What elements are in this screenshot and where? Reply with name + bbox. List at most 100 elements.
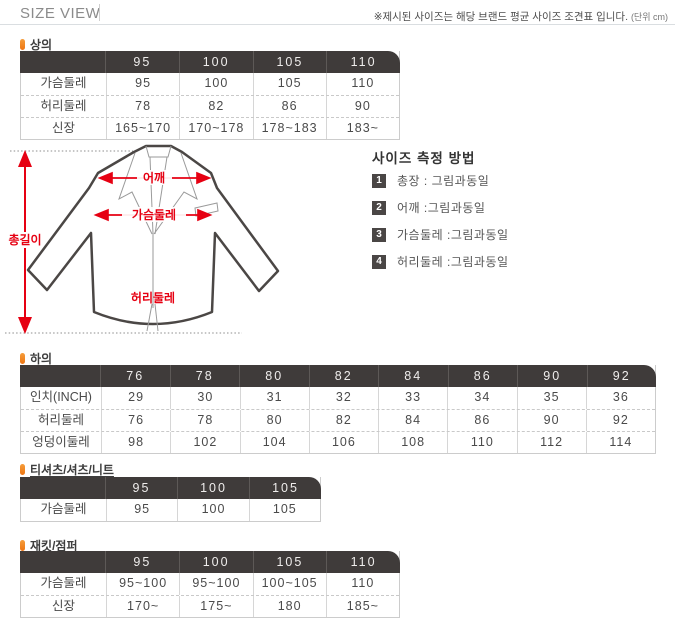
- column-header: 105: [252, 51, 327, 73]
- section-bottoms: 하의: [20, 350, 52, 367]
- cell: 86: [252, 96, 326, 117]
- cell: 110: [325, 573, 399, 595]
- cell: 95: [106, 73, 179, 95]
- cell: 36: [585, 387, 655, 409]
- cell: 78: [170, 410, 239, 431]
- row-label: 가슴둘레: [40, 576, 87, 590]
- cell: 106: [308, 432, 378, 453]
- cell: 90: [516, 410, 586, 431]
- row-label: 신장: [51, 121, 75, 135]
- column-header: 90: [517, 365, 587, 387]
- label-bg: [122, 207, 186, 222]
- guide-item-text: 총장 : 그림과동일: [397, 174, 490, 188]
- row-label: 인치(INCH): [30, 390, 92, 404]
- tshirts-size-table: 95 100 105 가슴둘레 95 100 105: [20, 477, 321, 522]
- cell: 95: [106, 499, 177, 521]
- cell: 86: [447, 410, 516, 431]
- cell: 110: [447, 432, 516, 453]
- cell: 95~100: [106, 573, 179, 595]
- table-row: 가슴둘레 95~100 95~100 100~105 110: [21, 573, 399, 595]
- row-label: 엉덩이둘레: [32, 435, 90, 449]
- column-header: 110: [326, 51, 400, 73]
- table-row: 신장 170~ 175~ 180 185~: [21, 595, 399, 617]
- step-4-badge: 4: [372, 254, 386, 269]
- section-tshirts-label: 티셔츠/셔츠/니트: [30, 463, 114, 477]
- cell: 178~183: [252, 118, 326, 139]
- cell: 114: [585, 432, 655, 453]
- table-header-row: 95 100 105: [20, 477, 321, 499]
- corner-cell: [20, 551, 105, 573]
- cell: 82: [308, 410, 378, 431]
- cell: 92: [585, 410, 655, 431]
- row-label: 가슴둘레: [40, 76, 87, 90]
- guide-item-text: 어깨 :그림과동일: [397, 201, 486, 215]
- cell: 105: [252, 73, 326, 95]
- column-header: 100: [178, 51, 253, 73]
- measure-guide: 사이즈 측정 방법 1 총장 : 그림과동일 2 어깨 :그림과동일 3 가슴둘…: [372, 147, 672, 275]
- column-header: 86: [447, 365, 518, 387]
- guide-item: 2 어깨 :그림과동일: [372, 194, 672, 221]
- column-header: 78: [169, 365, 240, 387]
- step-3-badge: 3: [372, 227, 386, 242]
- orange-bullet-icon: [20, 540, 25, 551]
- cell: 80: [239, 410, 309, 431]
- disclaimer-text: ※제시된 사이즈는 해당 브랜드 평균 사이즈 조견표 입니다.: [373, 11, 629, 23]
- column-header: 92: [586, 365, 657, 387]
- column-header: 82: [308, 365, 379, 387]
- cell: 170~178: [179, 118, 252, 139]
- table-row: 허리둘레 76 78 80 82 84 86 90 92: [21, 409, 655, 431]
- size-disclaimer: ※제시된 사이즈는 해당 브랜드 평균 사이즈 조견표 입니다. (단위 cm): [374, 9, 668, 24]
- table-header-row: 95 100 105 110: [20, 51, 400, 73]
- cell: 100~105: [252, 573, 326, 595]
- jacket-measurement-diagram: 총길이 어깨 가슴둘레 허리둘레: [5, 144, 280, 334]
- orange-bullet-icon: [20, 39, 25, 50]
- guide-item-text: 허리둘레 :그림과동일: [397, 255, 509, 269]
- jackets-size-table: 95 100 105 110 가슴둘레 95~100 95~100 100~105 110 신장 1…: [20, 551, 400, 618]
- waist-label: 허리둘레: [131, 290, 175, 305]
- unit-note: (단위 cm): [630, 12, 668, 22]
- page-title: SIZE VIEW: [20, 5, 101, 22]
- table-header-row: 95 100 105 110: [20, 551, 400, 573]
- cell: 33: [378, 387, 447, 409]
- column-header: 105: [252, 551, 327, 573]
- column-header: 95: [105, 51, 179, 73]
- cell: 104: [239, 432, 309, 453]
- corner-cell: [20, 477, 105, 499]
- cell: 105: [248, 499, 320, 521]
- bottoms-size-table: 76 78 80 82 84 86 90 92 인치(INCH) 29 30 31 32 33 34 35 36…: [20, 365, 656, 454]
- cell: 34: [447, 387, 516, 409]
- column-header: 110: [326, 551, 400, 573]
- corner-cell: [20, 365, 100, 387]
- section-tshirts: 티셔츠/셔츠/니트: [20, 461, 114, 478]
- column-header: 84: [378, 365, 448, 387]
- corner-cell: [20, 51, 105, 73]
- cell: 108: [378, 432, 447, 453]
- cell: 32: [308, 387, 378, 409]
- table-row: 인치(INCH) 29 30 31 32 33 34 35 36: [21, 387, 655, 409]
- cell: 175~: [179, 596, 252, 617]
- table-row: 가슴둘레 95 100 105 110: [21, 73, 399, 95]
- section-tops-label: 상의: [30, 38, 53, 52]
- cell: 183~: [325, 118, 399, 139]
- cell: 30: [170, 387, 239, 409]
- header-rule: [0, 24, 675, 25]
- cell: 76: [101, 410, 170, 431]
- chest-label: 가슴둘레: [132, 207, 176, 222]
- guide-item: 1 총장 : 그림과동일: [372, 167, 672, 194]
- section-bottoms-label: 하의: [30, 352, 53, 366]
- column-header: 95: [105, 551, 179, 573]
- cell: 102: [170, 432, 239, 453]
- label-bg: [137, 170, 172, 185]
- column-header: 76: [100, 365, 170, 387]
- cell: 112: [516, 432, 586, 453]
- row-label: 허리둘레: [37, 413, 84, 427]
- cell: 110: [325, 73, 399, 95]
- label-bg: [6, 232, 44, 248]
- cell: 165~170: [106, 118, 179, 139]
- column-header: 100: [177, 477, 249, 499]
- section-tops: 상의: [20, 36, 52, 53]
- cell: 78: [106, 96, 179, 117]
- cell: 84: [378, 410, 447, 431]
- cell: 100: [177, 499, 248, 521]
